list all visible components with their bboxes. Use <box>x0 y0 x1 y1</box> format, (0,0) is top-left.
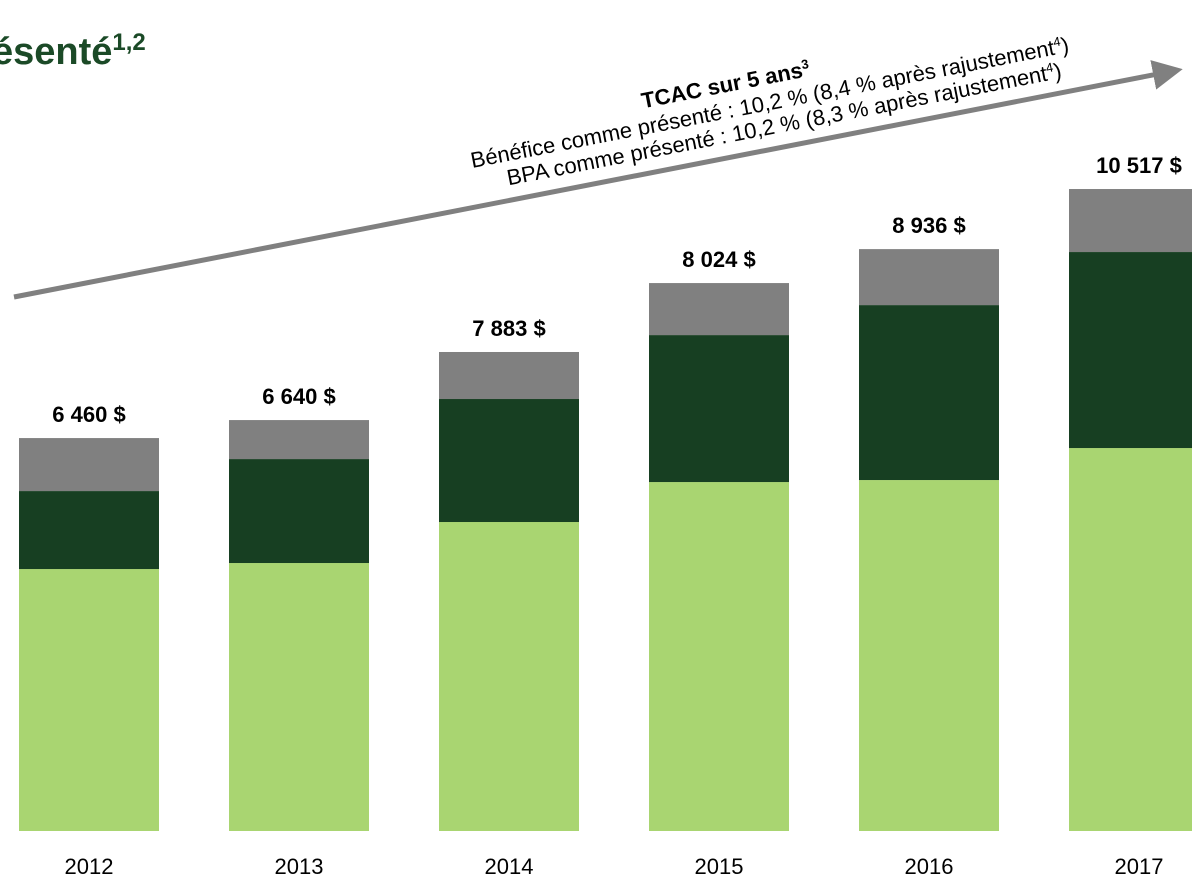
line-tail: ) <box>1052 58 1064 84</box>
bar-segment <box>1069 448 1192 831</box>
chart-title: ésenté1,2 <box>0 29 146 73</box>
total-label: 10 517 $ <box>1096 153 1182 178</box>
title-text: ésenté <box>0 31 112 73</box>
x-tick-label: 2017 <box>1115 854 1164 876</box>
title-superscript: 1,2 <box>112 29 145 56</box>
bar-segment <box>859 480 999 831</box>
bar-segment <box>229 459 369 564</box>
total-label: 8 024 $ <box>682 247 755 272</box>
bar-segment <box>19 438 159 492</box>
bar-segment <box>439 351 579 400</box>
line-tail: ) <box>1059 32 1071 58</box>
bar-segment <box>439 522 579 831</box>
total-label: 6 460 $ <box>52 402 125 427</box>
x-tick-label: 2014 <box>485 854 534 876</box>
annotation: TCAC sur 5 ans3 Bénéfice comme présenté … <box>468 32 1071 190</box>
x-tick-label: 2015 <box>695 854 744 876</box>
total-label: 8 936 $ <box>892 213 965 238</box>
bar-segment <box>19 491 159 570</box>
bar-segment <box>229 563 369 831</box>
bar-segment <box>649 482 789 831</box>
line-superscript: 4 <box>1044 59 1054 75</box>
heading-superscript: 3 <box>800 56 810 72</box>
bar-segment <box>649 335 789 483</box>
bar-segment <box>859 305 999 481</box>
trend-arrow <box>13 60 1183 300</box>
total-label: 6 640 $ <box>262 384 335 409</box>
x-tick-label: 2012 <box>65 854 114 876</box>
bar-segment <box>1069 252 1192 449</box>
bar-segment <box>649 283 789 336</box>
bar-segment <box>1069 189 1192 253</box>
bar-segment <box>859 249 999 306</box>
x-tick-label: 2016 <box>905 854 954 876</box>
line-superscript: 4 <box>1052 34 1062 50</box>
x-tick-label: 2013 <box>275 854 324 876</box>
total-label: 7 883 $ <box>472 316 545 341</box>
bar-segment <box>19 569 159 831</box>
bar-segment <box>439 399 579 523</box>
bar-segment <box>229 420 369 460</box>
